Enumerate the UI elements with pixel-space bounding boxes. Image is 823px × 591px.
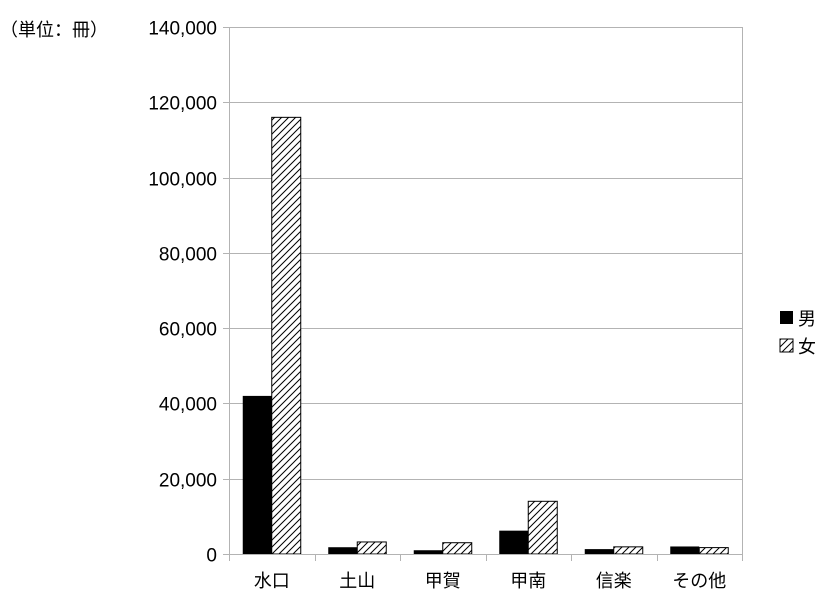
legend-swatch <box>780 311 793 324</box>
y-tick-label: 0 <box>206 546 217 567</box>
bar-male <box>328 547 358 554</box>
legend-swatch <box>779 338 794 353</box>
y-tick-label: 20,000 <box>159 471 217 492</box>
y-tick-label: 60,000 <box>159 320 217 341</box>
gridlines <box>229 27 742 480</box>
bar-male <box>670 546 700 554</box>
bar-female <box>613 546 644 555</box>
x-tick-label: 甲賀 <box>425 571 461 591</box>
x-tick-label: その他 <box>672 571 726 591</box>
y-tick-label: 120,000 <box>148 94 217 115</box>
bars <box>242 116 729 555</box>
bar-female <box>698 547 729 555</box>
bar-male <box>413 550 443 554</box>
y-tick-label: 40,000 <box>159 395 217 416</box>
x-tick-label: 水口 <box>254 571 290 591</box>
y-tick-label: 100,000 <box>148 170 217 191</box>
y-tick-label: 140,000 <box>148 19 217 40</box>
legend-label: 男 <box>798 309 816 330</box>
bar-female <box>442 542 473 555</box>
x-tick-labels: 水口 土山 甲賀 甲南 信楽 その他 <box>254 571 727 591</box>
bar-male <box>584 549 614 554</box>
legend-label: 女 <box>798 337 816 358</box>
x-tick-label: 土山 <box>339 571 375 591</box>
bar-male <box>499 530 529 554</box>
axes <box>223 27 743 561</box>
bar-female <box>271 116 302 555</box>
x-tick-label: 信楽 <box>596 571 632 591</box>
unit-label: （単位：冊） <box>0 20 108 41</box>
bar-male <box>242 395 272 554</box>
y-tick-label: 80,000 <box>159 245 217 266</box>
bar-female <box>527 500 558 555</box>
legend: 男女 <box>779 309 816 358</box>
bar-female <box>356 541 387 555</box>
x-tick-label: 甲南 <box>510 571 546 591</box>
y-tick-labels: 0 20,000 40,000 60,000 80,000 100,000 120,000 1… <box>148 19 217 567</box>
